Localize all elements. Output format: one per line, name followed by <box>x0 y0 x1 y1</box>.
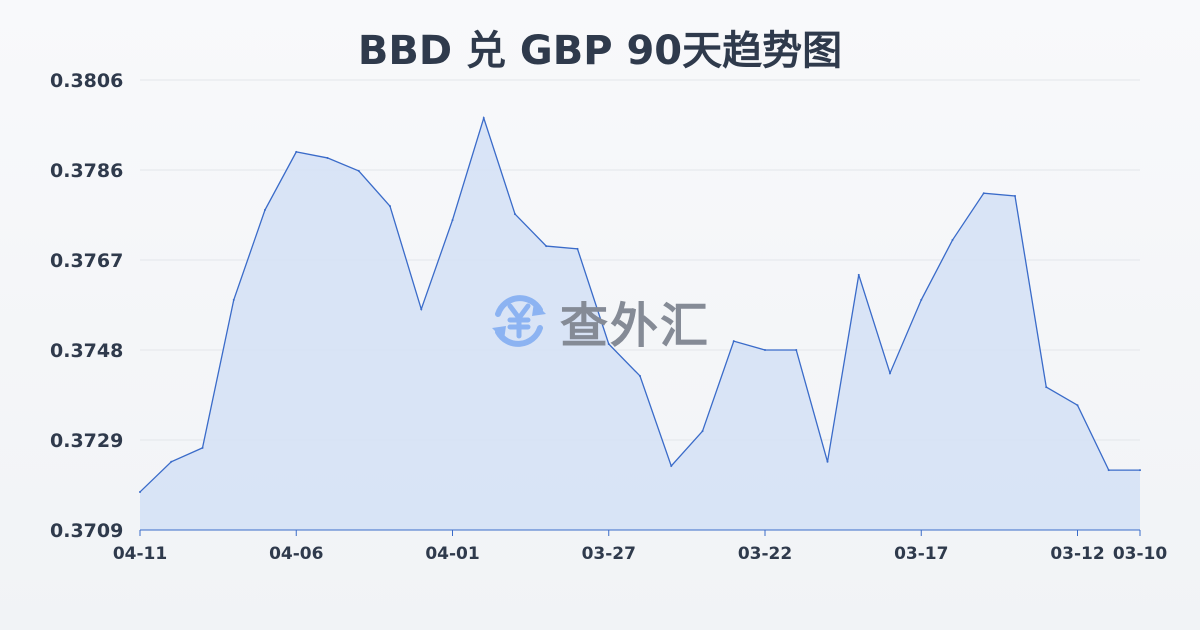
data-point <box>170 460 173 463</box>
data-point <box>139 490 141 493</box>
data-point <box>795 349 798 351</box>
y-tick-label: 0.3729 <box>50 430 123 452</box>
y-tick-label: 0.3767 <box>50 250 123 272</box>
data-point <box>764 349 766 351</box>
data-point <box>1045 386 1048 389</box>
data-point <box>920 298 923 301</box>
data-point <box>732 340 735 343</box>
data-point <box>514 213 516 216</box>
data-point <box>326 156 329 159</box>
area-fill <box>140 118 1140 531</box>
data-point <box>1076 404 1079 407</box>
data-point <box>1139 469 1141 472</box>
x-tick-label: 03-22 <box>738 544 792 564</box>
data-point <box>982 192 985 195</box>
data-point <box>357 169 360 172</box>
data-point <box>264 208 266 211</box>
x-tick-label: 04-11 <box>113 544 167 564</box>
x-tick-label: 04-06 <box>269 544 323 564</box>
data-point <box>670 464 673 467</box>
data-point <box>701 430 704 433</box>
yen-exchange-icon <box>492 295 546 347</box>
chart-title: BBD 兑 GBP 90天趋势图 <box>357 28 843 74</box>
y-tick-label: 0.3748 <box>50 340 123 362</box>
data-point <box>451 219 454 222</box>
data-point <box>201 446 204 449</box>
x-tick-label: 03-10 <box>1113 544 1168 564</box>
x-tick-label: 03-17 <box>894 544 948 564</box>
data-point <box>826 460 829 463</box>
data-point <box>1014 194 1016 197</box>
x-tick-label: 03-12 <box>1050 544 1104 564</box>
watermark-text: 查外汇 <box>560 298 711 354</box>
data-point <box>232 298 235 301</box>
y-tick-label: 0.3786 <box>50 160 123 182</box>
data-point <box>482 117 485 120</box>
y-tick-label: 0.3709 <box>50 520 123 542</box>
data-point <box>857 273 860 276</box>
data-point <box>951 239 954 242</box>
data-point <box>607 342 610 345</box>
data-point <box>420 308 423 311</box>
data-point <box>295 150 298 153</box>
data-point <box>639 374 641 377</box>
data-point <box>389 205 391 208</box>
data-point <box>889 372 891 375</box>
watermark: 查外汇 <box>488 286 710 356</box>
data-point <box>576 247 579 250</box>
x-tick-label: 03-27 <box>582 544 636 564</box>
y-tick-label: 0.3806 <box>50 70 123 92</box>
data-point <box>1107 469 1110 472</box>
data-point <box>545 245 548 248</box>
x-tick-label: 04-01 <box>425 544 479 564</box>
